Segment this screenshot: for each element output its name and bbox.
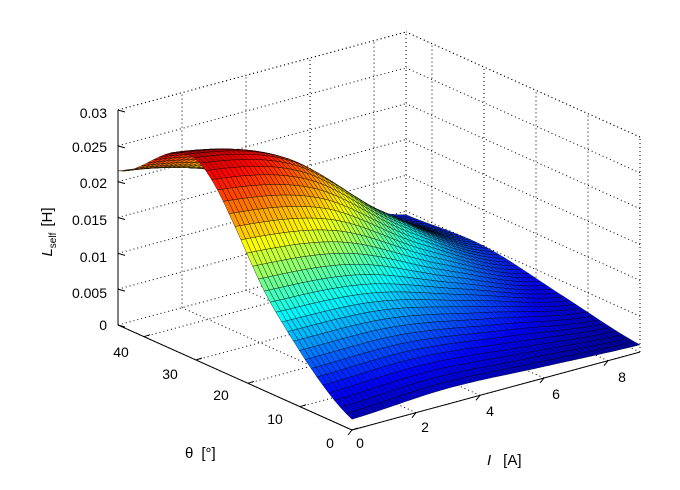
box-edge <box>117 31 407 111</box>
svg-text:I[A]: I [A] <box>487 452 522 469</box>
current-tick-label: 6 <box>552 386 560 402</box>
gridline <box>117 67 407 147</box>
current-tick <box>347 429 353 436</box>
theta-axis-unit: [°] <box>201 445 215 462</box>
theta-tick-label: 30 <box>162 366 178 382</box>
z-axis-unit: [H] <box>39 207 56 226</box>
z-tick <box>117 217 126 220</box>
theta-tick <box>143 334 151 338</box>
z-tick <box>117 288 126 292</box>
gridline <box>405 174 641 281</box>
z-tick <box>117 252 126 256</box>
current-tick <box>475 395 481 401</box>
theta-tick <box>195 357 203 361</box>
gridline <box>117 139 407 218</box>
svg-text:Lself[H]: Lself [H] <box>39 207 59 256</box>
theta-tick <box>247 380 255 384</box>
svg-text:θ[°]: θ [°] <box>185 445 216 462</box>
theta-tick <box>299 404 307 408</box>
current-tick-label: 2 <box>421 419 429 435</box>
z-tick <box>117 324 126 328</box>
z-tick-label: 0.01 <box>80 249 107 265</box>
z-tick-label: 0.015 <box>72 212 107 228</box>
theta-axis-label: θ [°] <box>185 445 216 462</box>
theta-tick-label: 0 <box>326 435 334 451</box>
box-edge <box>405 31 641 138</box>
theta-axis-symbol: θ <box>185 445 193 462</box>
current-tick-label: 8 <box>618 369 626 385</box>
gridline <box>405 210 641 317</box>
axes-box <box>117 109 641 436</box>
gridline <box>117 103 407 183</box>
z-tick-label: 0 <box>99 317 107 333</box>
current-tick-label: 4 <box>486 403 494 419</box>
gridline <box>181 307 417 414</box>
gridline <box>405 139 641 245</box>
z-tick-label: 0.025 <box>72 139 107 155</box>
current-tick-labels: 0 2 4 6 8 <box>356 369 626 451</box>
z-tick-label: 0.005 <box>72 285 107 301</box>
current-axis-unit: [A] <box>503 452 521 469</box>
theta-tick-label: 20 <box>213 387 229 403</box>
current-tick <box>411 412 417 418</box>
z-axis-label: Lself [H] <box>39 207 59 256</box>
current-axis-label: I [A] <box>487 452 522 469</box>
theta-axis-line <box>117 324 353 431</box>
gridline <box>405 103 641 210</box>
z-tick-label: 0.03 <box>80 105 107 121</box>
current-tick <box>539 377 545 384</box>
z-tick-labels: 0 0.005 0.01 0.015 0.02 0.025 0.03 <box>72 105 107 333</box>
z-tick-label: 0.02 <box>80 175 107 191</box>
current-tick <box>603 360 609 366</box>
theta-tick-labels: 0 10 20 30 40 <box>113 344 334 451</box>
gridline <box>405 67 641 174</box>
theta-tick <box>351 427 359 431</box>
z-tick <box>117 145 126 149</box>
gridline <box>117 174 407 254</box>
z-tick <box>117 181 126 185</box>
theta-tick-label: 40 <box>113 344 129 360</box>
current-axis-symbol: I <box>487 452 491 469</box>
z-tick <box>117 109 126 113</box>
z-axis-subscript: self <box>48 232 59 248</box>
theta-tick-label: 10 <box>267 411 283 427</box>
z-axis-symbol: L <box>39 248 56 256</box>
current-axis-line <box>351 351 641 431</box>
current-tick-label: 0 <box>356 435 364 451</box>
surface-patch <box>345 411 358 420</box>
surface-mesh <box>117 148 641 420</box>
